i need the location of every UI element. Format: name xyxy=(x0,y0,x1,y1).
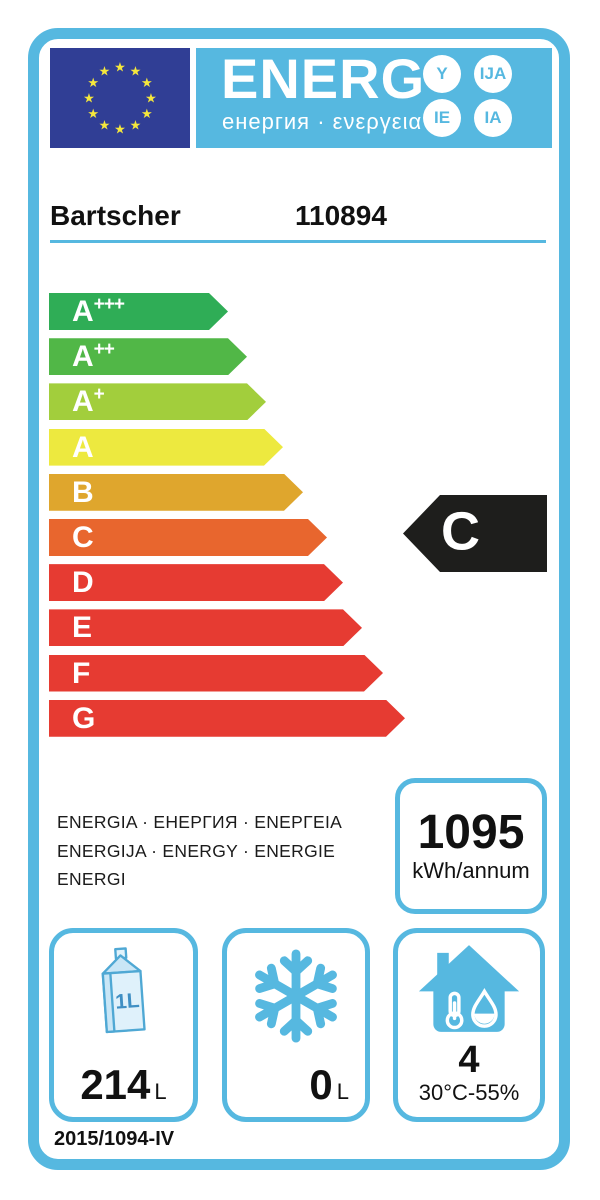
fridge-volume-box: 1L 214 L xyxy=(49,928,198,1122)
svg-text:★: ★ xyxy=(87,75,99,90)
energy-words: ENERGIA · ЕНЕРГИЯ · ΕΝΕΡΓΕΙΑ ENERGIJA · … xyxy=(57,808,342,894)
header-divider xyxy=(50,240,546,243)
freezer-volume-unit: L xyxy=(336,1079,349,1104)
model-number: 110894 xyxy=(295,200,387,231)
scale-arrow-f: F xyxy=(49,655,383,692)
svg-text:★: ★ xyxy=(87,106,99,121)
climate-condition: 30°C-55% xyxy=(418,1080,520,1105)
scale-arrow-a+++: A+++ xyxy=(49,293,228,330)
energ-logo-banner: ENERG енергия · ενεργεια Y IJA IE IA xyxy=(196,48,552,148)
svg-text:★: ★ xyxy=(83,91,95,106)
lang-suffix-circle-ia: IA xyxy=(474,99,512,137)
brand-name: Bartscher xyxy=(50,200,181,231)
annual-consumption-box: 1095 kWh/annum xyxy=(395,778,547,914)
scale-arrow-e: E xyxy=(49,609,362,646)
fridge-volume-row: 214 L xyxy=(80,1061,166,1109)
eu-flag-icon: ★ ★ ★★ ★★ ★★ ★★ ★★ xyxy=(50,48,190,148)
climate-class-box: 4 30°C-55% xyxy=(393,928,545,1122)
house-climate-icon xyxy=(418,945,520,1032)
snowflake-icon xyxy=(255,949,337,1043)
consumption-unit: kWh/annum xyxy=(412,858,530,883)
energ-logo-text: ENERG xyxy=(221,47,426,110)
scale-arrow-g: G xyxy=(49,700,405,737)
fridge-volume-unit: L xyxy=(154,1079,167,1104)
thermometer-icon xyxy=(445,991,464,1030)
lang-suffix-circle-ija: IJA xyxy=(474,55,512,93)
lang-suffix-circle-y: Y xyxy=(423,55,461,93)
energ-logo-subtitle: енергия · ενεργεια xyxy=(222,109,423,134)
svg-text:★: ★ xyxy=(141,75,153,90)
scale-arrow-b: B xyxy=(49,474,303,511)
svg-text:★: ★ xyxy=(145,91,157,106)
scale-arrow-d: D xyxy=(49,564,343,601)
energy-words-line1: ENERGIA · ЕНЕРГИЯ · ΕΝΕΡΓΕΙΑ xyxy=(57,812,343,832)
humidity-drop-icon xyxy=(471,988,498,1028)
milk-carton-icon: 1L xyxy=(101,947,146,1034)
svg-text:★: ★ xyxy=(114,60,126,75)
consumption-value: 1095 xyxy=(417,806,525,859)
efficiency-scale: A+++ A++ A+ A B C D E F G xyxy=(49,293,405,745)
climate-class-value: 4 xyxy=(458,1039,480,1081)
energy-words-line2: ENERGIJA · ENERGY · ENERGIE xyxy=(57,840,336,861)
scale-arrow-c: C xyxy=(49,519,327,556)
energy-words-line3: ENERGI xyxy=(57,869,126,889)
svg-text:★: ★ xyxy=(99,64,111,79)
rating-tag: C xyxy=(403,495,547,572)
svg-text:★: ★ xyxy=(114,122,126,137)
lang-suffix-circle-ie: IE xyxy=(423,99,461,137)
svg-text:★: ★ xyxy=(141,106,153,121)
freezer-volume-value: 0 xyxy=(309,1061,333,1108)
regulation-reference: 2015/1094-IV xyxy=(54,1128,175,1150)
svg-text:★: ★ xyxy=(99,117,111,132)
scale-arrow-a: A xyxy=(49,429,283,466)
scale-arrow-a++: A++ xyxy=(49,338,247,375)
fridge-volume-value: 214 xyxy=(80,1061,151,1108)
rating-letter: C xyxy=(441,501,480,562)
carton-volume-label: 1L xyxy=(114,989,140,1014)
scale-arrow-a+: A+ xyxy=(49,383,266,420)
svg-text:★: ★ xyxy=(130,64,142,79)
svg-text:★: ★ xyxy=(130,117,142,132)
